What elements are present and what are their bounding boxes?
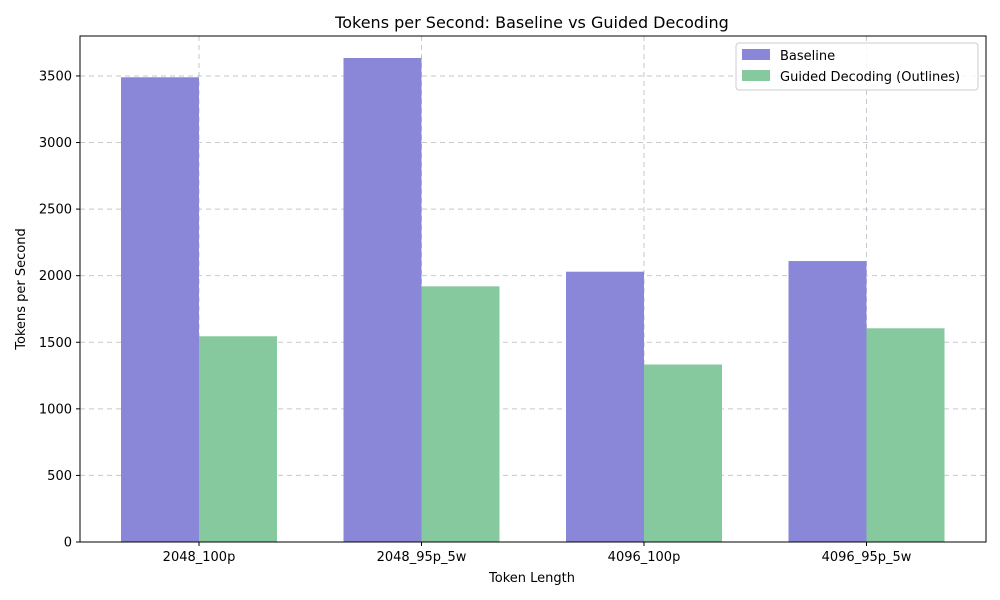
legend-label-baseline: Baseline: [780, 49, 835, 64]
x-tick-label: 4096_95p_5w: [822, 550, 912, 565]
plot-frame: [79, 35, 987, 543]
y-axis-label: Tokens per Second: [14, 228, 29, 350]
chart-title: Tokens per Second: Baseline vs Guided De…: [334, 13, 729, 32]
y-tick-label: 0: [64, 536, 72, 551]
y-tick-label: 2000: [39, 269, 72, 284]
y-tick-label: 1500: [39, 336, 72, 351]
bar-baseline-4096_95p_5w: [788, 261, 867, 542]
ticks: 0 500 1000 1500 2000 2500 3000 3500 2048_100p 204…: [39, 69, 912, 565]
bar-guided-4096_95p_5w: [866, 328, 945, 542]
legend-box: [735, 42, 979, 91]
bar-baseline-4096_100p: [566, 271, 644, 542]
bar-baseline-2048_95p_5w: [343, 57, 422, 542]
x-axis-label: Token Length: [488, 571, 575, 586]
x-tick-label: 4096_100p: [608, 550, 681, 565]
legend-swatch-guided: [742, 70, 770, 81]
y-tick-label: 1000: [39, 402, 72, 417]
legend-swatch-baseline: [742, 49, 770, 60]
bar-guided-2048_100p: [199, 336, 277, 542]
legend: Baseline Guided Decoding (Outlines): [735, 42, 979, 91]
y-tick-label: 3500: [39, 69, 72, 84]
axes: [79, 35, 987, 543]
x-tick-label: 2048_100p: [163, 550, 236, 565]
y-tick-label: 2500: [39, 203, 72, 218]
y-tick-label: 500: [47, 469, 72, 484]
bar-baseline-2048_100p: [121, 77, 199, 543]
legend-label-guided: Guided Decoding (Outlines): [780, 70, 960, 85]
y-tick-label: 3000: [39, 136, 72, 151]
bar-guided-2048_95p_5w: [421, 286, 500, 542]
x-tick-label: 2048_95p_5w: [377, 550, 467, 565]
bar-guided-4096_100p: [644, 364, 722, 542]
bars: [121, 57, 945, 543]
